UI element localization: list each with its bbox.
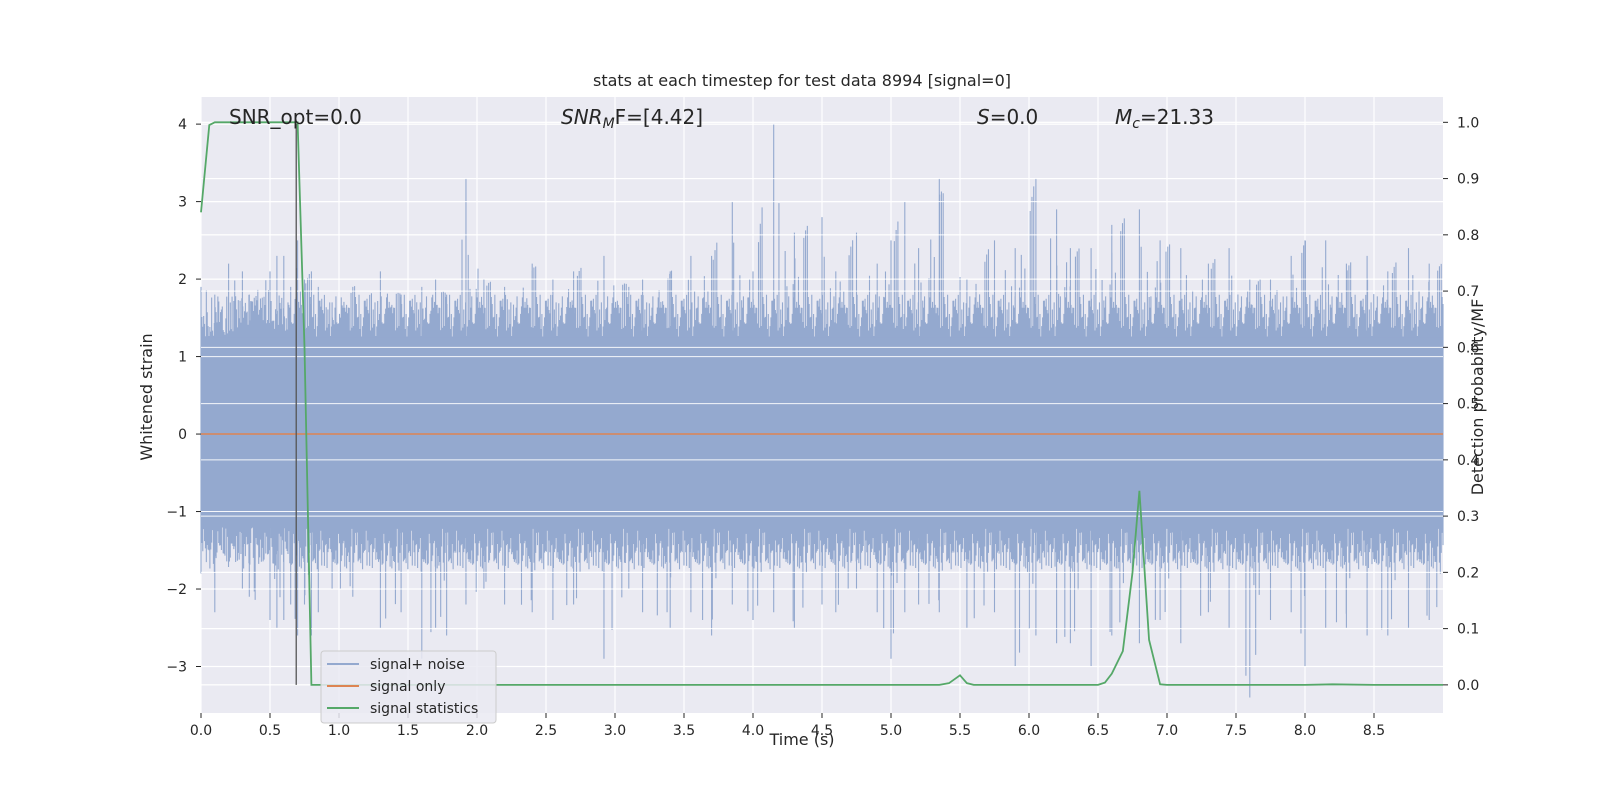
annotation-snr-mf-sub: M (603, 116, 615, 132)
y-right-tick-label-10: 0.0 (1457, 678, 1479, 694)
annotation-s-main: S (977, 105, 990, 129)
x-tick-label-1: 0.5 (259, 723, 281, 739)
annotations: SNR_opt=0.0 SNRMF=[4.42] S=0.0 Mc=21.33 (229, 105, 1214, 132)
y-right-axis-ticks: 1.0 0.9 0.8 0.7 0.6 0.5 0.4 0.3 0.2 0.1 0.0 (1443, 115, 1479, 694)
y-right-tick-label-1: 0.9 (1457, 172, 1479, 188)
y-left-tick-label-6: −2 (166, 582, 187, 598)
y-right-axis-label: Detection probability/MF (1468, 299, 1487, 496)
x-tick-label-4: 2.0 (466, 723, 488, 739)
y-right-tick-label-7: 0.3 (1457, 509, 1479, 525)
x-tick-label-17: 8.5 (1363, 723, 1385, 739)
legend-box (320, 650, 497, 724)
y-left-axis-label: Whitened strain (137, 333, 156, 460)
y-left-axis-ticks: 4 3 2 1 0 −1 −2 −3 (166, 117, 201, 676)
annotation-mc-main: M (1115, 105, 1132, 129)
x-tick-label-16: 8.0 (1294, 723, 1316, 739)
signal-statistics-series (200, 121, 1443, 686)
y-right-tick-label-5: 0.5 (1457, 397, 1479, 413)
annotation-snr-opt: SNR_opt=0.0 (229, 105, 362, 129)
x-tick-label-11: 5.5 (949, 723, 971, 739)
y-left-tick-label-4: 0 (178, 427, 187, 443)
x-tick-label-2: 1.0 (328, 723, 350, 739)
x-tick-label-10: 5.0 (880, 723, 902, 739)
y-left-tick-label-7: −3 (166, 660, 187, 676)
annotation-mc: Mc=21.33 (1115, 105, 1214, 132)
noise-core (201, 337, 1443, 528)
x-tick-label-14: 7.0 (1156, 723, 1178, 739)
y-right-tick-label-6: 0.4 (1457, 453, 1479, 469)
x-tick-label-7: 3.5 (673, 723, 695, 739)
annotation-snr-mf-main: SNR (561, 105, 603, 129)
annotation-mc-rest: =21.33 (1140, 105, 1214, 129)
y-right-tick-label-8: 0.2 (1457, 565, 1479, 581)
y-left-tick-label-3: 1 (178, 350, 187, 366)
x-tick-label-6: 3.0 (604, 723, 626, 739)
y-left-tick-label-0: 4 (178, 117, 187, 133)
y-right-tick-label-0: 1.0 (1457, 115, 1479, 131)
annotation-snr-mf-rest: F=[4.42] (615, 105, 703, 129)
annotation-s-rest: =0.0 (990, 105, 1039, 129)
y-right-tick-label-3: 0.7 (1457, 284, 1479, 300)
x-tick-label-0: 0.0 (190, 723, 212, 739)
y-right-tick-label-4: 0.6 (1457, 340, 1479, 356)
plot-area (200, 97, 1444, 713)
x-tick-label-9: 4.5 (811, 723, 833, 739)
x-tick-label-3: 1.5 (397, 723, 419, 739)
y-left-tick-label-5: −1 (166, 505, 187, 521)
annotation-s: S=0.0 (977, 105, 1038, 129)
annotation-snr-mf: SNRMF=[4.42] (561, 105, 703, 132)
x-tick-label-12: 6.0 (1018, 723, 1040, 739)
chart-title: stats at each timestep for test data 899… (593, 71, 1011, 90)
annotation-mc-sub: c (1132, 116, 1140, 132)
legend-label-0: signal+ noise (370, 657, 465, 673)
x-tick-label-15: 7.5 (1225, 723, 1247, 739)
y-left-tick-label-1: 3 (178, 195, 187, 211)
y-right-tick-label-2: 0.8 (1457, 228, 1479, 244)
x-axis-label: Time (s) (768, 730, 834, 749)
legend: signal+ noise signal only signal statistic… (320, 650, 497, 724)
legend-label-2: signal statistics (370, 701, 478, 717)
x-tick-label-8: 4.0 (742, 723, 764, 739)
x-tick-label-13: 6.5 (1087, 723, 1109, 739)
signal-statistics-line (200, 121, 1443, 686)
x-tick-label-5: 2.5 (535, 723, 557, 739)
y-right-tick-label-9: 0.1 (1457, 622, 1479, 638)
x-axis-ticks: 0.0 0.5 1.0 1.5 2.0 2.5 3.0 3.5 4.0 4.5 5.0 5.5 6.0 6… (190, 713, 1385, 739)
legend-label-1: signal only (370, 679, 445, 695)
signal-noise-series (200, 121, 1444, 698)
y-left-tick-label-2: 2 (178, 272, 187, 288)
